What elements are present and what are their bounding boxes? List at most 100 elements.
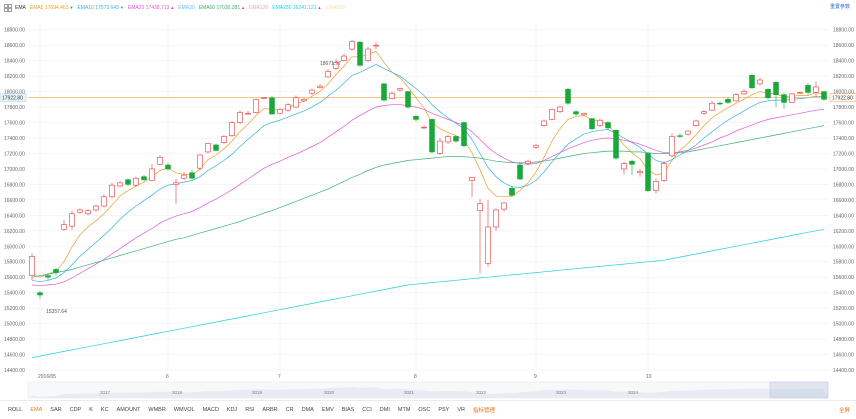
candle[interactable] [365,46,371,63]
candle[interactable] [493,208,499,231]
candle[interactable] [373,42,379,50]
tab-bias[interactable]: BIAS [341,407,355,413]
candle[interactable] [301,97,307,103]
candle[interactable] [773,81,779,108]
candle[interactable] [349,39,355,51]
candle[interactable] [277,107,283,115]
candle[interactable] [717,101,723,106]
candle[interactable] [437,138,443,156]
candle[interactable] [253,98,259,114]
tab-vr[interactable]: VR [457,407,465,413]
tab-kdj[interactable]: KDJ [226,407,238,413]
candle[interactable] [541,119,547,128]
candle[interactable] [725,97,731,104]
candle[interactable] [173,178,179,204]
candle[interactable] [341,53,347,62]
candle[interactable] [661,161,667,183]
candle[interactable] [85,209,91,216]
candle[interactable] [357,41,363,67]
candle[interactable] [597,118,603,128]
candle[interactable] [197,154,203,171]
fullscreen-button[interactable]: 全屏 [838,408,850,414]
tab-rsi[interactable]: RSI [245,407,255,413]
tab-amount[interactable]: AMOUNT [116,407,141,413]
candle[interactable] [413,114,419,122]
tab-mtm[interactable]: MTM [397,407,411,413]
candle[interactable] [533,144,539,149]
candle[interactable] [293,95,299,108]
overview-navigator[interactable] [27,381,829,399]
candle[interactable] [653,178,659,194]
candle[interactable] [701,110,707,115]
indicator-manage-button[interactable]: 指标管理 [472,408,495,414]
candle[interactable] [285,103,291,112]
candle[interactable] [141,175,147,182]
candle[interactable] [693,119,699,128]
candle[interactable] [245,110,251,115]
candle[interactable] [269,96,275,115]
tab-roll[interactable]: ROLL [8,407,23,413]
tab-psy[interactable]: PSY [438,407,450,413]
tab-emv[interactable]: EMV [321,407,334,413]
tab-macd[interactable]: MACD [202,407,219,413]
tab-k[interactable]: K [89,407,93,413]
tab-cdp[interactable]: CDP [69,407,82,413]
candle[interactable] [461,121,467,148]
candle[interactable] [429,118,435,154]
candle[interactable] [741,89,747,95]
candle[interactable] [333,59,339,70]
candle[interactable] [213,143,219,152]
candle[interactable] [317,83,323,89]
candle[interactable] [165,162,171,171]
candle[interactable] [421,125,427,129]
tab-arbr[interactable]: ARBR [262,407,278,413]
candle[interactable] [677,133,683,138]
candle[interactable] [221,134,227,145]
candle[interactable] [709,100,715,111]
candle[interactable] [397,87,403,92]
candle[interactable] [45,273,51,281]
tab-cr[interactable]: CR [285,407,294,413]
candle[interactable] [109,182,115,199]
candle[interactable] [805,83,811,95]
candle[interactable] [205,142,211,154]
candle[interactable] [157,155,163,166]
candle[interactable] [189,169,195,180]
candle[interactable] [69,210,75,231]
candle[interactable] [229,120,235,138]
candlestick-chart[interactable]: 18800.00 18800.00 18600.00 18600.00 18400.00… [0,0,856,400]
candle[interactable] [381,83,387,102]
reset-params-button[interactable]: 重置参数 [829,4,850,10]
candle[interactable] [501,202,507,212]
candle[interactable] [485,199,491,267]
candle[interactable] [101,194,107,208]
candle[interactable] [613,129,619,160]
candle[interactable] [29,253,35,281]
candle[interactable] [237,110,243,125]
candle[interactable] [325,69,331,78]
candle[interactable] [549,108,555,121]
candle[interactable] [61,219,67,231]
tab-kc[interactable]: KC [100,407,109,413]
candle[interactable] [781,93,787,109]
candle[interactable] [469,176,475,197]
candle[interactable] [477,199,483,274]
candle[interactable] [669,133,675,158]
candle[interactable] [685,130,691,136]
candle[interactable] [621,161,627,175]
indicator-name[interactable]: EMA [15,5,26,11]
candle[interactable] [37,291,43,299]
candle[interactable] [133,176,139,187]
candle[interactable] [813,81,819,98]
tab-sar[interactable]: SAR [50,407,62,413]
candle[interactable] [389,91,395,100]
navigator-window[interactable] [769,381,829,399]
candle[interactable] [821,90,827,101]
candle[interactable] [733,93,739,102]
candle[interactable] [117,181,123,188]
candle[interactable] [557,105,563,114]
candle[interactable] [757,77,763,86]
candle[interactable] [405,90,411,109]
candle[interactable] [261,97,267,99]
tab-dmi[interactable]: DMI [379,407,390,413]
